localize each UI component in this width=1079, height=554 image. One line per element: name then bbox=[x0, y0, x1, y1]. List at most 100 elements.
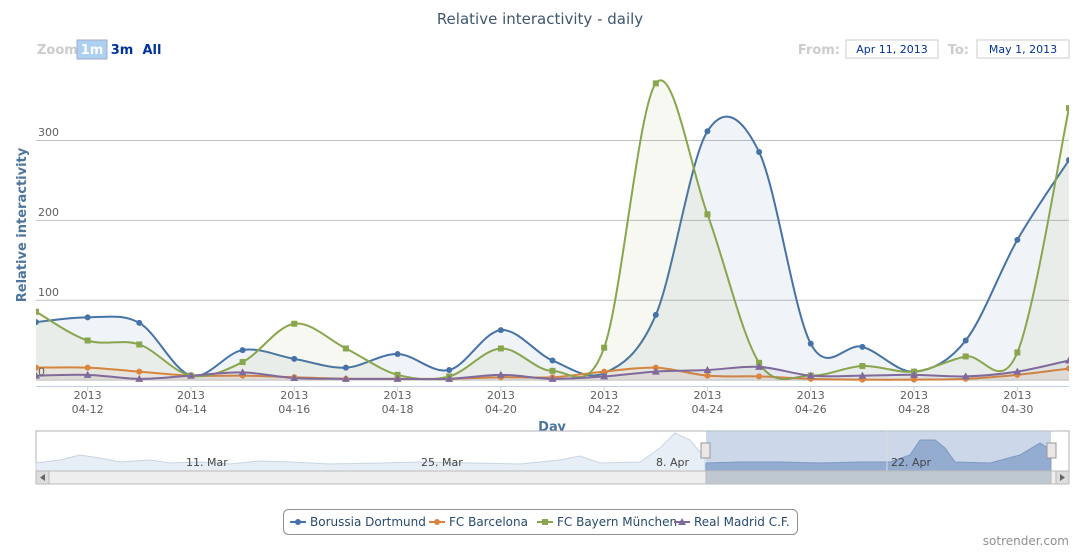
point bbox=[496, 370, 505, 378]
point bbox=[342, 364, 349, 371]
zoom-button[interactable]: All bbox=[143, 43, 162, 58]
point bbox=[549, 367, 556, 374]
point bbox=[83, 370, 92, 378]
legend-label[interactable]: FC Barcelona bbox=[449, 515, 528, 529]
y-tick-label: 0 bbox=[38, 366, 45, 379]
arrow bbox=[1060, 474, 1065, 481]
point bbox=[911, 376, 918, 383]
area-fill bbox=[36, 116, 1069, 380]
point bbox=[341, 374, 350, 382]
point bbox=[36, 308, 39, 315]
point bbox=[136, 319, 143, 326]
point bbox=[962, 337, 969, 344]
x-tick-label: 04-28 bbox=[898, 403, 930, 416]
point bbox=[601, 368, 608, 375]
zoom-button-active[interactable] bbox=[76, 39, 108, 60]
point bbox=[704, 128, 711, 135]
point bbox=[549, 357, 556, 364]
x-tick-label: 2013 bbox=[900, 389, 928, 402]
navigator-label: 8. Apr bbox=[656, 456, 689, 469]
x-tick-label: 2013 bbox=[280, 389, 308, 402]
point bbox=[1065, 356, 1069, 364]
point bbox=[393, 374, 402, 382]
point bbox=[1014, 349, 1021, 356]
point bbox=[1066, 157, 1069, 164]
point bbox=[859, 363, 866, 370]
to-input[interactable] bbox=[976, 39, 1070, 59]
point bbox=[756, 373, 763, 380]
x-tick-label: 2013 bbox=[1003, 389, 1031, 402]
x-tick-label: 04-20 bbox=[485, 403, 517, 416]
point bbox=[36, 319, 39, 326]
x-tick-label: 04-24 bbox=[691, 403, 723, 416]
x-tick-label: 2013 bbox=[384, 389, 412, 402]
x-tick-label: 2013 bbox=[590, 389, 618, 402]
x-tick-label: 2013 bbox=[177, 389, 205, 402]
legend-label[interactable]: FC Bayern München bbox=[557, 515, 677, 529]
chart-title: Relative interactivity - daily bbox=[437, 10, 643, 28]
area-fill bbox=[36, 80, 1069, 380]
to-label: To: bbox=[948, 43, 969, 58]
navigator-label: 22. Apr bbox=[891, 456, 931, 469]
x-tick-label: 2013 bbox=[487, 389, 515, 402]
from-label: From: bbox=[798, 43, 840, 58]
point bbox=[1013, 367, 1022, 375]
plot-area bbox=[36, 79, 1069, 383]
point bbox=[652, 311, 659, 318]
series-line bbox=[36, 115, 1069, 378]
x-tick-label: 04-26 bbox=[795, 403, 827, 416]
navigator-handle[interactable] bbox=[700, 442, 711, 459]
point bbox=[36, 364, 39, 371]
point bbox=[600, 372, 609, 380]
point bbox=[186, 371, 195, 379]
x-tick-label: 2013 bbox=[74, 389, 102, 402]
zoom-label: Zoom bbox=[37, 43, 78, 58]
point bbox=[136, 368, 143, 375]
legend-marker bbox=[295, 519, 301, 525]
point bbox=[806, 371, 815, 379]
legend-label[interactable]: Real Madrid C.F. bbox=[694, 515, 790, 529]
y-tick-label: 300 bbox=[38, 126, 59, 139]
x-tick-label: 04-22 bbox=[588, 403, 620, 416]
legend-label[interactable]: Borussia Dortmund bbox=[310, 515, 426, 529]
point bbox=[394, 351, 401, 358]
point bbox=[961, 372, 970, 380]
series-line bbox=[36, 79, 1069, 381]
from-input[interactable] bbox=[845, 39, 939, 59]
point bbox=[704, 211, 711, 218]
point bbox=[84, 314, 91, 321]
point bbox=[84, 337, 91, 344]
x-tick-label: 04-18 bbox=[382, 403, 414, 416]
zoom-button[interactable]: 1m bbox=[81, 43, 104, 58]
navigator-handle[interactable] bbox=[1046, 442, 1057, 459]
from-value[interactable]: Apr 11, 2013 bbox=[856, 43, 928, 56]
navigator-label: 25. Mar bbox=[421, 456, 463, 469]
point bbox=[755, 362, 764, 370]
legend-marker bbox=[542, 519, 548, 525]
navigator-series bbox=[35, 432, 706, 472]
point bbox=[290, 374, 299, 382]
point bbox=[651, 367, 660, 375]
point bbox=[910, 370, 919, 378]
to-value[interactable]: May 1, 2013 bbox=[989, 43, 1057, 56]
point bbox=[858, 371, 867, 379]
point bbox=[497, 327, 504, 334]
point bbox=[548, 374, 557, 382]
scrollbar-thumb[interactable] bbox=[705, 470, 1052, 485]
point bbox=[962, 353, 969, 360]
zoom-button[interactable]: 3m bbox=[111, 43, 134, 58]
point bbox=[1066, 105, 1069, 112]
point bbox=[703, 366, 712, 374]
point bbox=[1066, 365, 1069, 372]
point bbox=[652, 80, 659, 87]
point bbox=[136, 341, 143, 348]
point bbox=[291, 355, 298, 362]
credit[interactable]: sotrender.com bbox=[983, 534, 1069, 548]
point bbox=[342, 345, 349, 352]
y-axis-title: Relative interactivity bbox=[15, 147, 30, 302]
x-tick-label: 04-12 bbox=[72, 403, 104, 416]
point bbox=[807, 340, 814, 347]
point bbox=[291, 320, 298, 327]
point bbox=[239, 347, 246, 354]
